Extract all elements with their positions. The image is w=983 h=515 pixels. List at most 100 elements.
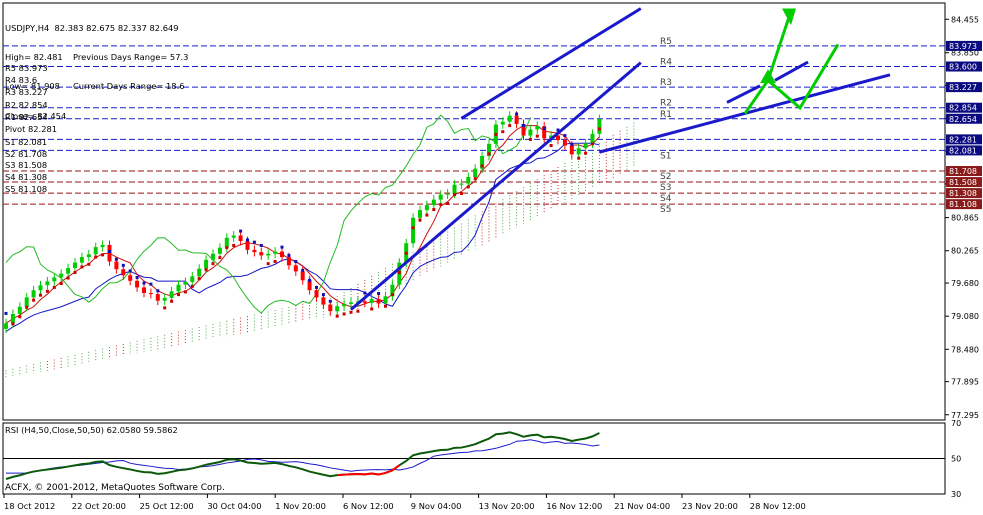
- sar-dot: [45, 289, 49, 293]
- x-tick-label: 18 Oct 2012: [4, 501, 55, 511]
- sar-dot: [52, 285, 56, 289]
- x-tick-label: 13 Nov 20:00: [479, 501, 535, 511]
- candle-body: [480, 155, 485, 169]
- candle-body: [162, 297, 167, 301]
- sar-dot: [356, 309, 360, 313]
- candle-body: [86, 254, 91, 258]
- candle-body: [500, 121, 505, 125]
- sar-dot: [266, 262, 270, 266]
- price-box-s5: [946, 199, 982, 210]
- sar-dot: [170, 299, 174, 303]
- forecast-path-2: [766, 13, 792, 81]
- candle-body: [542, 126, 547, 139]
- candle-body: [238, 235, 243, 242]
- candle-body: [431, 199, 436, 206]
- candle-body: [176, 284, 181, 292]
- x-tick-label: 30 Oct 04:00: [207, 501, 261, 511]
- candle-body: [418, 210, 422, 218]
- candle-body: [211, 253, 215, 260]
- x-tick-label: 23 Nov 20:00: [682, 501, 738, 511]
- candle-body: [93, 247, 98, 255]
- candle-body: [224, 237, 229, 248]
- sar-dot: [446, 201, 450, 205]
- sar-dot: [501, 130, 505, 134]
- candle-body: [266, 253, 271, 256]
- rsi-tick-label: 50: [951, 455, 961, 464]
- sar-dot: [328, 299, 332, 303]
- price-box-s2: [946, 166, 982, 177]
- sar-dot: [308, 278, 312, 282]
- chart-level-letter: S1: [660, 151, 671, 161]
- chart-level-letter: S2: [660, 172, 671, 182]
- price-box-label: 82.281: [949, 135, 977, 144]
- y-tick-label: 79.080: [951, 312, 979, 321]
- sar-dot: [94, 255, 98, 259]
- sar-dot: [466, 185, 470, 189]
- sar-dot: [418, 218, 422, 222]
- sar-dot: [204, 268, 208, 272]
- chart-level-letter: R3: [660, 78, 672, 88]
- sar-dot: [32, 298, 36, 302]
- projection-dash-1: [726, 84, 761, 104]
- candle-body: [390, 284, 395, 297]
- sar-dot: [528, 137, 532, 141]
- candle-body: [314, 290, 319, 298]
- price-box-r3: [946, 82, 982, 93]
- price-box-label: 82.081: [949, 146, 977, 155]
- pivot-text-r4: R4 83.6: [5, 75, 38, 85]
- candle-body: [466, 176, 471, 184]
- candle-body: [142, 287, 146, 293]
- price-box-label: 82.654: [949, 115, 977, 124]
- candle-body: [369, 299, 374, 303]
- lower-channel-line: [350, 61, 642, 311]
- pivot-text-s2: S2 81.708: [5, 149, 48, 159]
- candle-body: [576, 148, 581, 155]
- sar-dot: [190, 284, 194, 288]
- candle-body: [183, 281, 188, 285]
- low-text: Low= 81.908: [5, 81, 60, 92]
- price-box-r1: [946, 113, 982, 124]
- sar-dot: [390, 293, 394, 297]
- sar-dot: [591, 142, 594, 146]
- x-tick-label: 21 Nov 04:00: [614, 501, 670, 511]
- x-tick-label: 16 Nov 12:00: [546, 501, 602, 511]
- candle-body: [293, 265, 298, 272]
- price-box-label: 83.227: [949, 83, 977, 92]
- y-tick-label: 77.295: [951, 411, 979, 420]
- pivot-text-s3: S3 81.508: [5, 160, 48, 170]
- candle-body: [66, 268, 71, 274]
- chart-level-letter: R1: [660, 110, 672, 120]
- close-text: Close= 82.454: [5, 110, 67, 121]
- candle-body: [45, 281, 50, 286]
- sar-dot: [121, 263, 125, 267]
- price-box-r5: [946, 40, 982, 51]
- candle-body: [217, 247, 222, 254]
- candle-body: [321, 297, 326, 305]
- sar-dot: [577, 156, 581, 160]
- candle-body: [452, 184, 457, 194]
- sar-dot: [225, 246, 229, 250]
- sar-dot: [149, 282, 153, 286]
- sar-dot: [246, 238, 249, 242]
- rsi-line: [5, 431, 600, 480]
- price-box-r2: [946, 102, 982, 113]
- sar-dot: [252, 240, 256, 244]
- price-box-label: 81.708: [949, 167, 977, 176]
- candle-body: [59, 273, 64, 278]
- candle-body: [438, 194, 443, 200]
- sar-dot: [363, 291, 367, 295]
- sar-dot: [259, 243, 263, 247]
- candle-body: [590, 133, 595, 144]
- chart-level-letter: S4: [660, 194, 672, 204]
- candle-body: [528, 129, 533, 136]
- sar-dot: [556, 128, 560, 132]
- candle-body: [231, 235, 236, 238]
- price-box-r4: [946, 61, 982, 72]
- sar-dot: [25, 305, 29, 309]
- candle-body: [148, 292, 153, 295]
- sar-dot: [135, 276, 139, 280]
- sar-dot: [273, 259, 277, 263]
- sar-dot: [342, 312, 346, 316]
- price-box-label: 81.108: [949, 200, 977, 209]
